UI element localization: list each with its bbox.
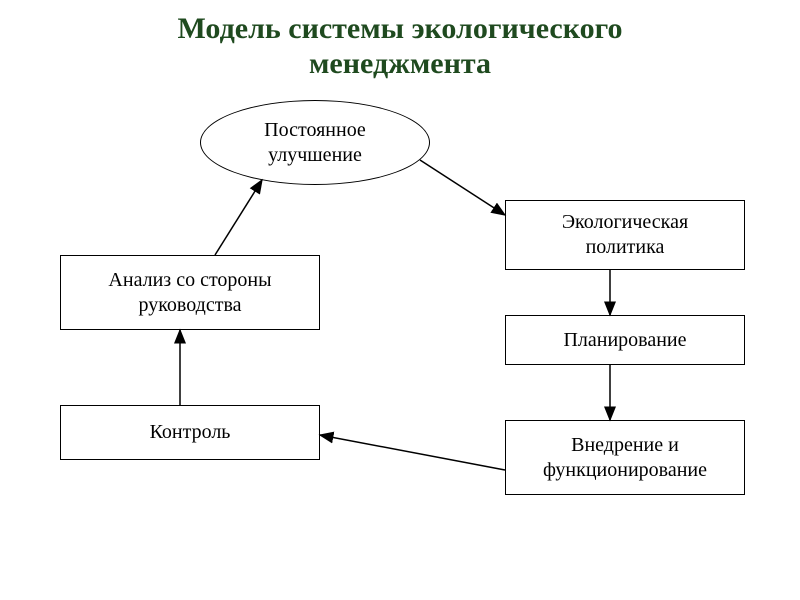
title-line-1: Модель системы экологического	[178, 12, 623, 45]
edge-review-to-improve	[215, 180, 262, 255]
title-line-2: менеджмента	[309, 47, 491, 80]
node-planning-label: Планирование	[563, 328, 686, 353]
node-control: Контроль	[60, 405, 320, 460]
edge-improve-to-policy	[420, 160, 505, 215]
node-implement: Внедрение ифункционирование	[505, 420, 745, 495]
node-planning: Планирование	[505, 315, 745, 365]
node-improve-label: Постоянноеулучшение	[264, 118, 366, 168]
node-control-label: Контроль	[150, 420, 231, 445]
node-policy: Экологическаяполитика	[505, 200, 745, 270]
node-review-label: Анализ со стороныруководства	[108, 268, 271, 318]
page-title: Модель системы экологического менеджмент…	[0, 0, 800, 81]
flowchart: Постоянноеулучшение Экологическаяполитик…	[0, 90, 800, 600]
edge-implement-to-control	[320, 435, 505, 470]
node-review: Анализ со стороныруководства	[60, 255, 320, 330]
node-improve: Постоянноеулучшение	[200, 100, 430, 185]
node-policy-label: Экологическаяполитика	[562, 210, 688, 260]
node-implement-label: Внедрение ифункционирование	[543, 433, 707, 483]
